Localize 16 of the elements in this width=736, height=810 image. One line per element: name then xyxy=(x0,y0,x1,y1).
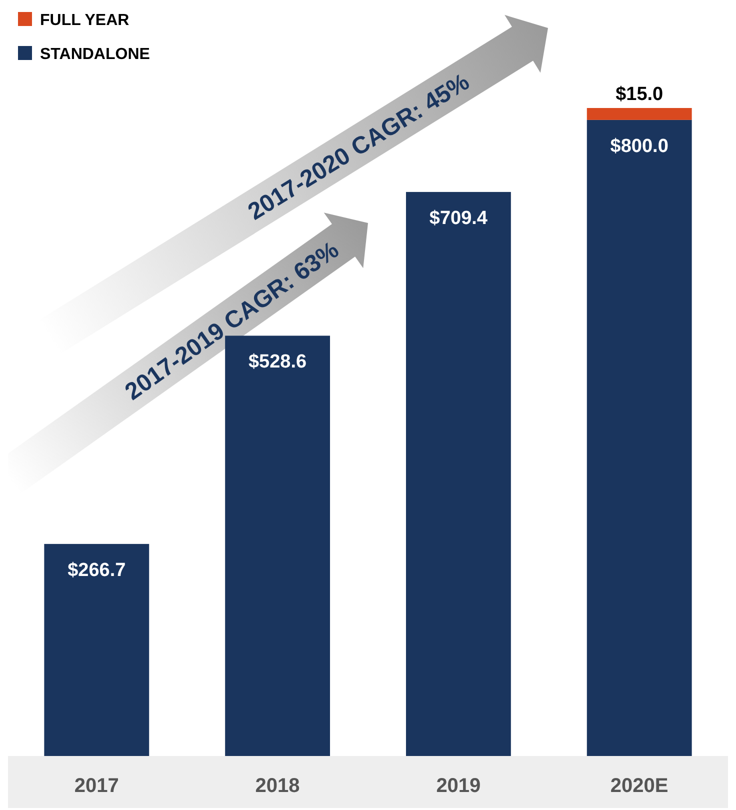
legend-label: STANDALONE xyxy=(40,46,150,63)
bar xyxy=(586,108,692,120)
bar xyxy=(406,192,511,756)
x-tick-label: 2020E xyxy=(610,775,668,797)
bar xyxy=(44,544,150,756)
x-tick-label: 2018 xyxy=(255,775,300,797)
bar xyxy=(225,336,330,756)
x-tick-label: 2017 xyxy=(74,775,119,797)
data-label: $800.0 xyxy=(610,136,668,157)
x-tick-label: 2019 xyxy=(436,775,481,797)
data-label: $266.7 xyxy=(68,560,126,581)
bar xyxy=(586,120,692,756)
data-label: $528.6 xyxy=(248,352,307,373)
legend-label: FULL YEAR xyxy=(40,12,130,29)
data-label: $15.0 xyxy=(616,84,664,105)
data-label: $709.4 xyxy=(429,208,488,229)
